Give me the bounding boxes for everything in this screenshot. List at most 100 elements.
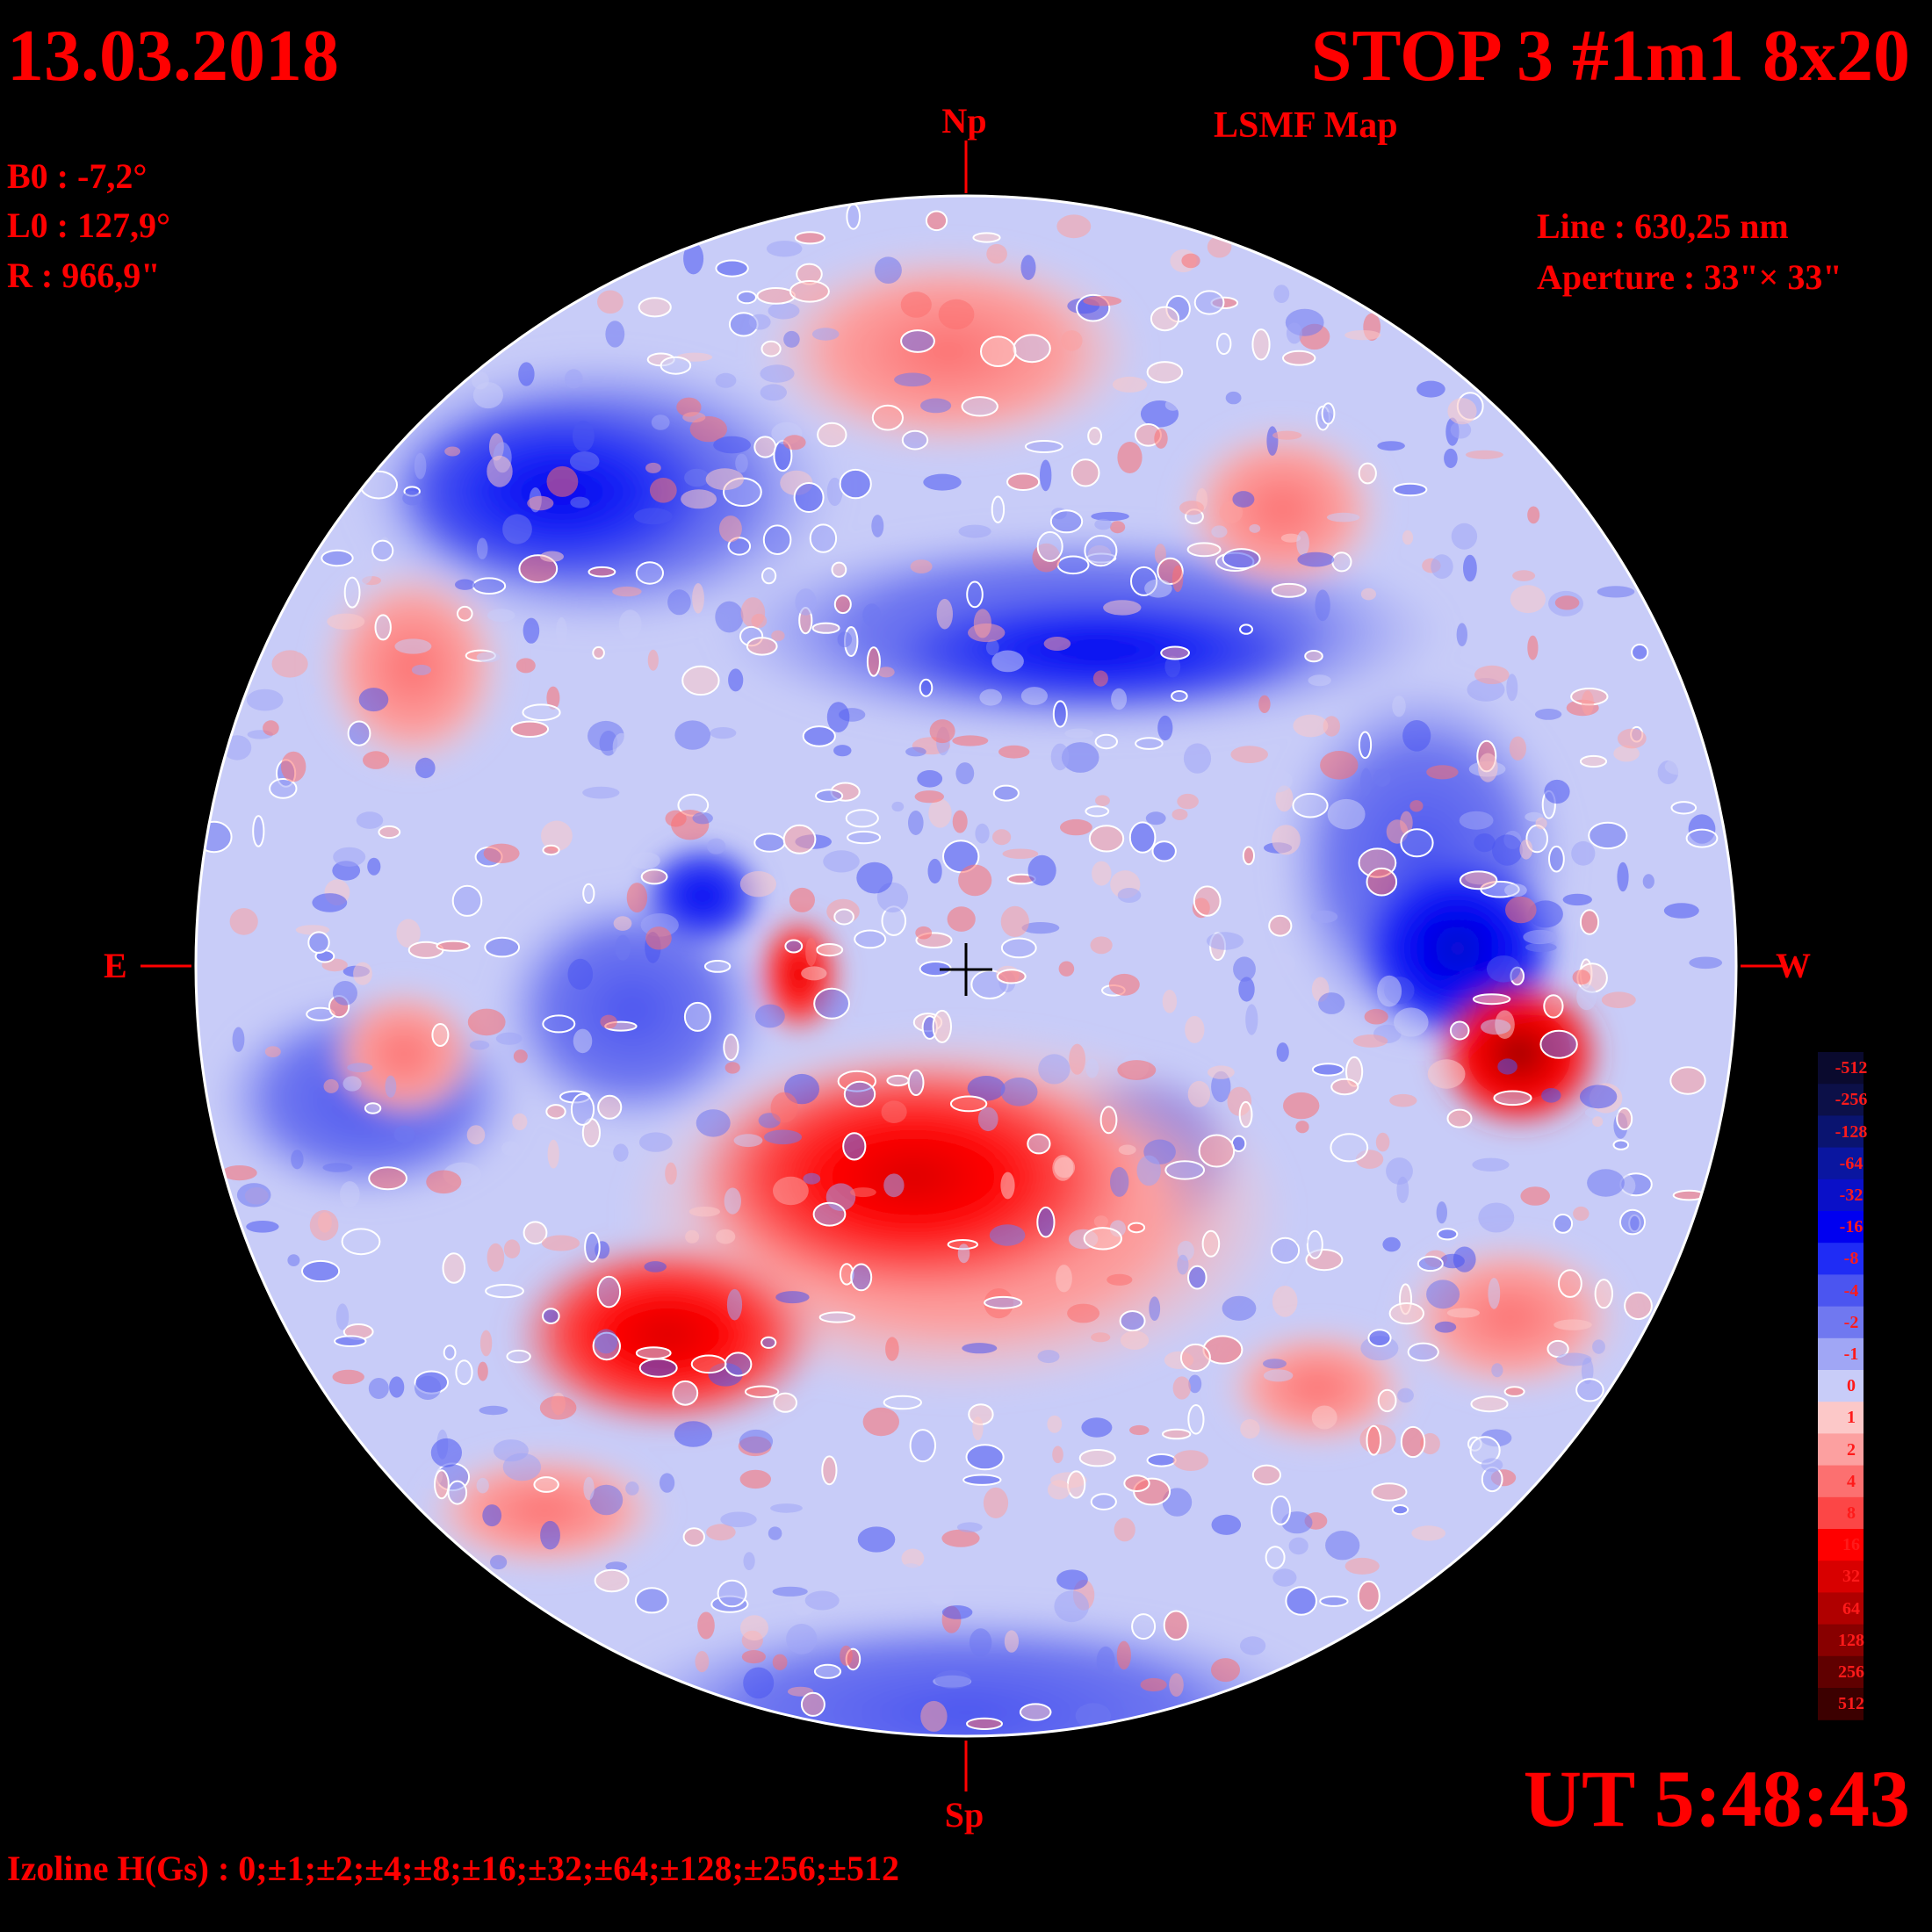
speckle-cell (833, 745, 852, 757)
speckle-cell (877, 667, 895, 678)
speckle-cell (958, 524, 991, 538)
speckle-cell (1486, 955, 1521, 983)
speckle-cell (402, 491, 422, 506)
speckle-cell (783, 330, 800, 348)
speckle-cell (665, 1162, 677, 1185)
speckle-cell (1006, 472, 1041, 492)
speckle-cell (426, 1170, 462, 1194)
speckle-cell (1548, 845, 1565, 873)
speckle-cell (1099, 1106, 1118, 1135)
speckle-cell (1140, 1677, 1167, 1692)
speckle-cell (743, 1667, 775, 1699)
speckle-cell (1326, 512, 1360, 523)
speckle-cell (1027, 1133, 1051, 1155)
speckle-cell (736, 290, 758, 305)
speckle-cell (1400, 811, 1413, 834)
colorbar-level-label: 64 (1842, 1598, 1860, 1618)
speckle-cell (1631, 643, 1649, 661)
speckle-cell (1285, 1586, 1317, 1616)
speckle-cell (1393, 482, 1428, 497)
speckle-cell (501, 1141, 520, 1157)
speckle-cell (1232, 491, 1255, 508)
speckle-cell (973, 609, 991, 638)
speckle-cell (1145, 811, 1166, 825)
speckle-cell (1451, 523, 1478, 550)
speckle-cell (1503, 1386, 1525, 1397)
speckle-cell (1116, 1640, 1131, 1670)
speckle-cell (1670, 801, 1698, 815)
speckle-cell (541, 820, 573, 852)
speckle-cell (1579, 1085, 1618, 1109)
speckle-cell (221, 1165, 257, 1181)
speckle-cell (1036, 530, 1063, 562)
speckle-cell (991, 495, 1006, 523)
speckle-cell (495, 1032, 523, 1045)
speckle-cell (615, 934, 631, 961)
speckle-cell (546, 686, 560, 710)
speckle-cell (1449, 1020, 1470, 1041)
speckle-cell (784, 939, 804, 954)
speckle-cell (1071, 458, 1100, 487)
colorbar (1818, 1052, 1864, 1720)
speckle-cell (1558, 1269, 1582, 1298)
speckle-cell (1481, 1019, 1511, 1035)
b0-value: B0 : -7,2° (7, 156, 148, 196)
speckle-cell (1171, 565, 1184, 593)
speckle-cell (1193, 290, 1225, 315)
speckle-cell (733, 1134, 763, 1148)
speckle-cell (770, 1092, 798, 1123)
speckle-cell (1571, 840, 1596, 866)
speckle-cell (1249, 523, 1261, 533)
speckle-cell (1054, 1590, 1089, 1623)
speckle-cell (854, 929, 887, 949)
speckle-cell (952, 735, 989, 746)
speckle-cell (1344, 1557, 1380, 1575)
speckle-cell (957, 465, 979, 478)
speckle-cell (1090, 1493, 1117, 1510)
speckle-cell (341, 1228, 381, 1256)
speckle-cell (1358, 731, 1373, 760)
speckle-cell (1084, 535, 1118, 567)
speckle-cell (510, 720, 550, 738)
speckle-cell (512, 1113, 528, 1131)
speckle-cell (645, 926, 672, 950)
speckle-cell (773, 1392, 798, 1413)
speckle-cell (715, 372, 737, 388)
speckle-cell (1463, 554, 1477, 582)
speckle-cell (1001, 763, 1020, 786)
speckle-cell (651, 415, 670, 430)
speckle-cell (527, 495, 554, 511)
speckle-cell (1325, 1531, 1360, 1561)
speckle-cell (539, 1395, 577, 1420)
speckle-cell (992, 784, 1020, 802)
speckle-cell (1417, 1255, 1444, 1272)
speckle-cell (1389, 1093, 1417, 1107)
speckle-cell (1052, 1445, 1063, 1464)
speckle-cell (761, 340, 782, 357)
speckle-cell (660, 1473, 675, 1493)
speckle-cell (1273, 285, 1290, 303)
speckle-cell (908, 811, 924, 835)
speckle-cell (1112, 376, 1148, 393)
speckle-cell (389, 1376, 405, 1398)
speckle-cell (1083, 296, 1122, 306)
speckle-cell (444, 446, 461, 457)
radius-value: R : 966,9" (7, 256, 161, 295)
speckle-cell (1315, 589, 1330, 622)
speckle-cell (1527, 635, 1539, 660)
speckle-cell (1000, 905, 1029, 937)
speckle-cell (477, 1361, 488, 1381)
speckle-cell (795, 588, 817, 616)
speckle-cell (1265, 1546, 1286, 1569)
speckle-cell (415, 757, 436, 779)
speckle-cell (1162, 1428, 1192, 1440)
speckle-cell (1450, 421, 1472, 439)
speckle-cell (826, 702, 850, 732)
speckle-cell (1327, 798, 1366, 830)
speckle-cell (1446, 1308, 1480, 1318)
speckle-cell (1292, 792, 1329, 818)
speckle-cell (1505, 896, 1537, 924)
speckle-cell (368, 1166, 408, 1191)
speckle-cell (633, 508, 673, 525)
